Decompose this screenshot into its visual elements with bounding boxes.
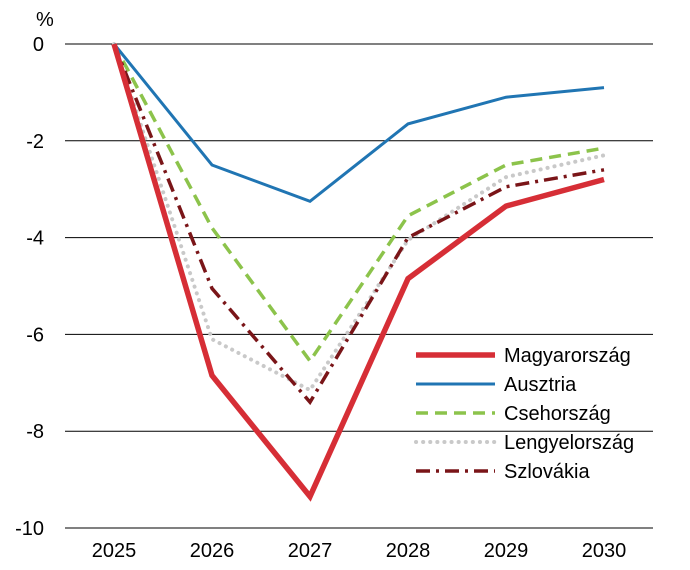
legend-label: Ausztria [504, 374, 577, 396]
legend-label: Lengyelország [504, 432, 634, 454]
series-lines [111, 42, 606, 502]
y-tick-label: -10 [15, 518, 44, 540]
series-line-ausztria [112, 43, 605, 203]
y-tick-label: -6 [26, 324, 44, 346]
series-line-szlovákia [112, 43, 605, 406]
x-tick-label: 2030 [582, 540, 627, 562]
y-tick-label: 0 [33, 34, 44, 56]
gridlines [65, 43, 653, 529]
x-tick-label: 2026 [190, 540, 235, 562]
legend-label: Magyarország [504, 345, 631, 367]
legend-label: Szlovákia [504, 461, 590, 483]
legend: Magyarország Ausztria Csehország Lengyelors… [414, 345, 634, 483]
y-tick-label: -4 [26, 228, 44, 250]
y-tick-label: -2 [26, 131, 44, 153]
y-tick-label: -8 [26, 421, 44, 443]
y-tick-labels: 0 -2 -4 -6 -8 -10 [15, 34, 44, 540]
x-tick-label: 2027 [288, 540, 333, 562]
y-unit-label: % [36, 9, 54, 31]
series-line-lengyelország [112, 42, 606, 393]
legend-label: Csehország [504, 403, 611, 425]
x-tick-labels: 2025 2026 2027 2028 2029 2030 [92, 540, 627, 562]
x-tick-label: 2028 [386, 540, 431, 562]
x-tick-label: 2025 [92, 540, 137, 562]
x-tick-label: 2029 [484, 540, 529, 562]
series-line-magyarország [111, 43, 605, 502]
series-line-csehország [112, 43, 605, 365]
